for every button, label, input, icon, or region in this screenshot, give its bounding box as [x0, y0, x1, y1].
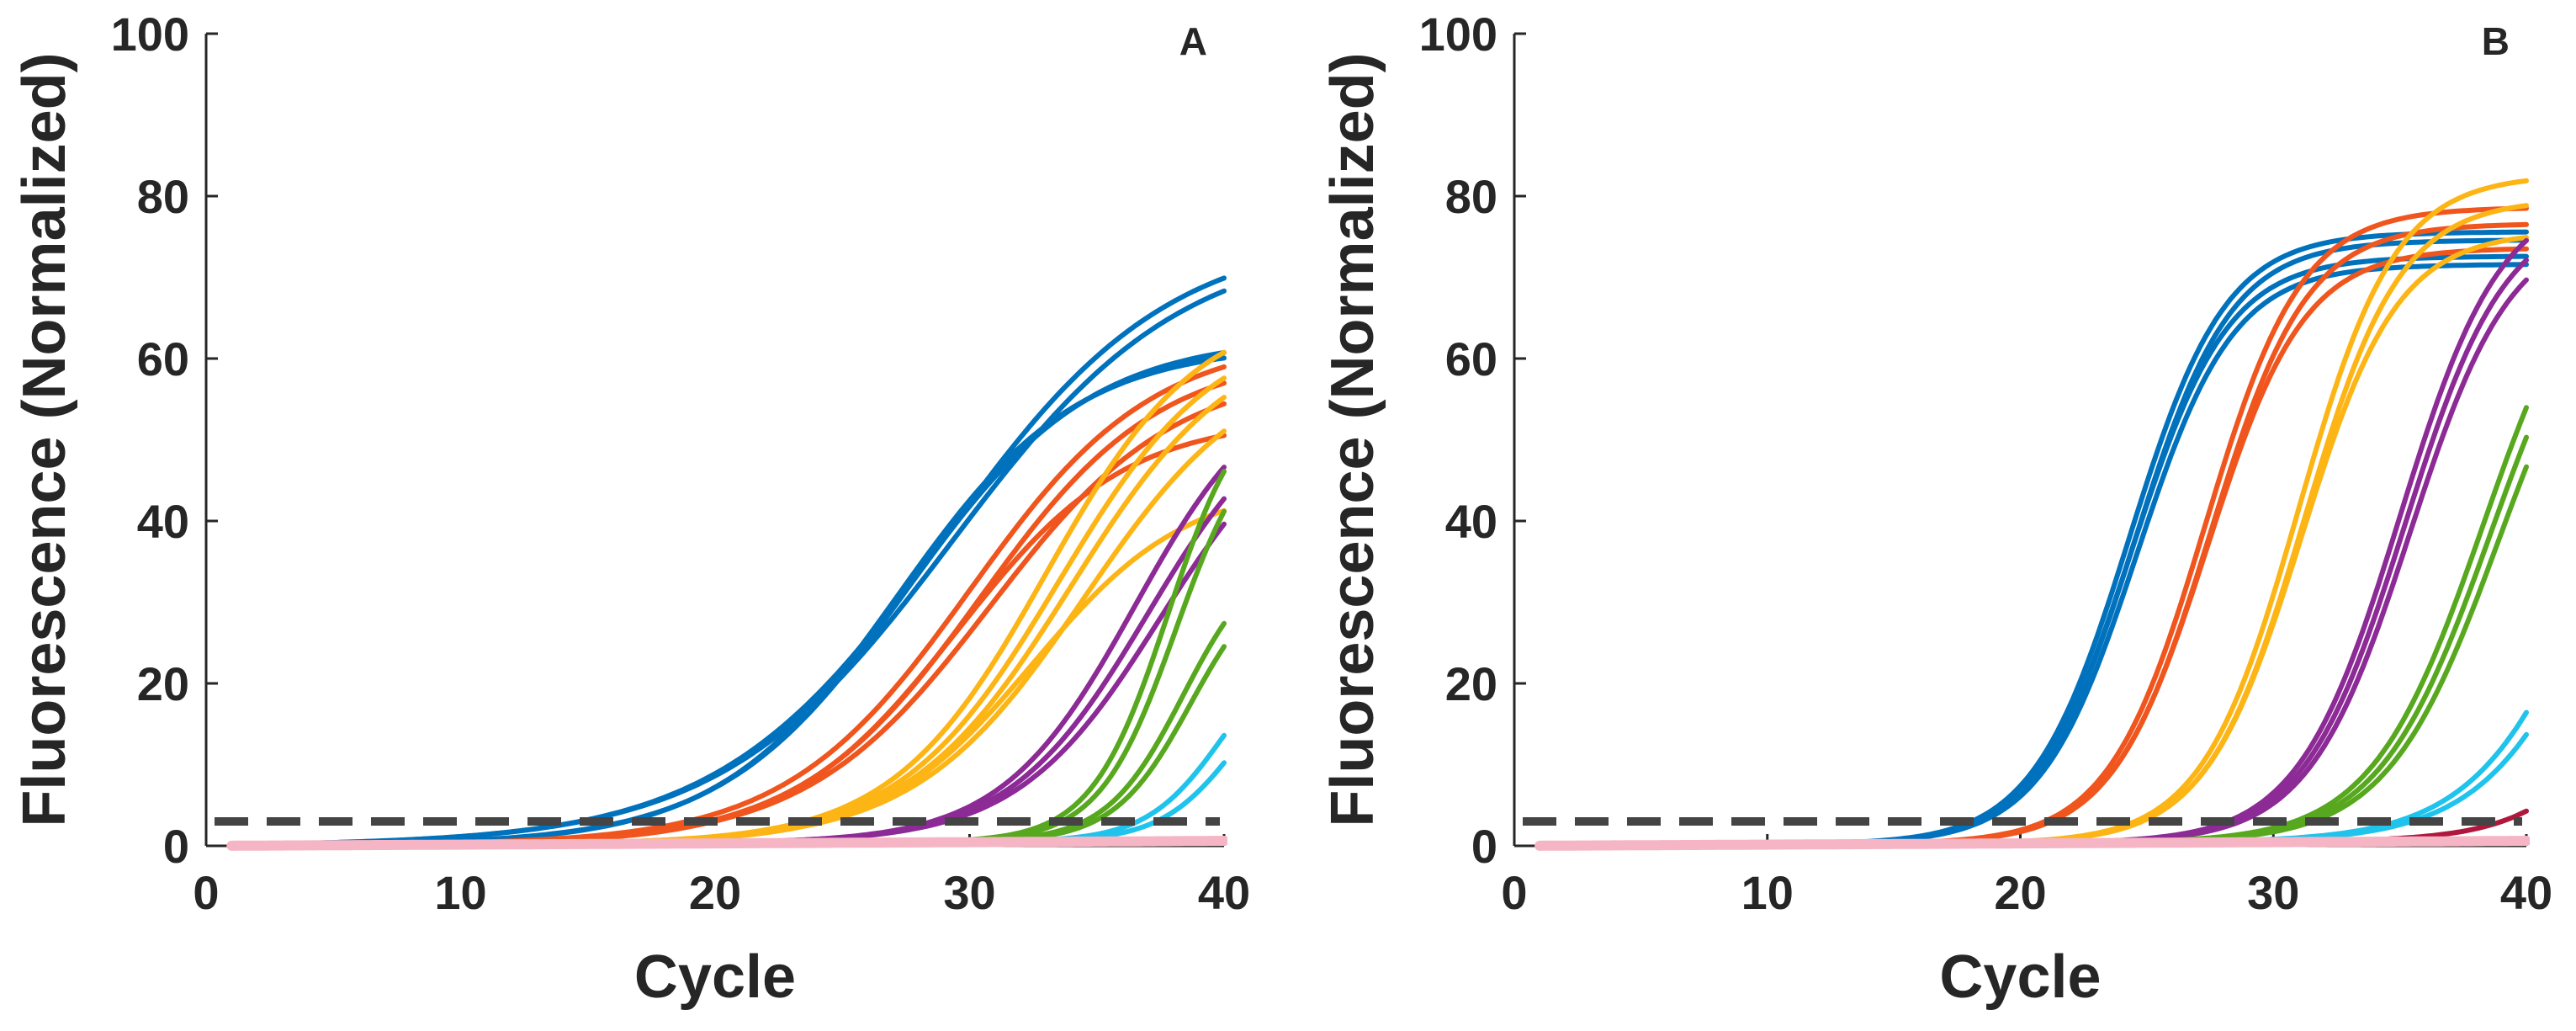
- series-line-yellow-2: [1537, 203, 2529, 848]
- panel-label: A: [1179, 19, 1207, 63]
- series-line-yellow-5: [229, 508, 1227, 848]
- series-line-blue-1: [229, 275, 1227, 848]
- series-line-pink-1: [1534, 836, 2530, 851]
- series-line-orange-1: [1537, 205, 2529, 848]
- x-axis-title: Cycle: [634, 943, 796, 1011]
- y-tick-label: 80: [137, 170, 189, 223]
- x-tick-label: 10: [1741, 866, 1794, 919]
- y-tick-label: 100: [111, 8, 189, 61]
- y-axis-title: Fluorescence (Normalized): [11, 52, 78, 826]
- series-line-yellow-1: [1537, 178, 2529, 848]
- x-tick-label: 40: [2500, 866, 2552, 919]
- series-line-orange-1: [229, 364, 1227, 848]
- series-group: [226, 275, 1227, 851]
- x-tick-label: 0: [1501, 866, 1527, 919]
- y-tick-label: 40: [137, 495, 189, 548]
- x-tick-label: 10: [434, 866, 486, 919]
- series-line-orange-4: [229, 433, 1227, 848]
- series-group: [1534, 178, 2530, 851]
- x-tick-label: 0: [193, 866, 219, 919]
- y-tick-label: 20: [1445, 657, 1497, 710]
- x-tick-label: 20: [689, 866, 741, 919]
- series-line-yellow-4: [229, 428, 1227, 848]
- y-tick-label: 40: [1445, 495, 1497, 548]
- y-tick-label: 100: [1419, 8, 1497, 61]
- x-tick-label: 20: [1994, 866, 2046, 919]
- y-tick-label: 60: [1445, 332, 1497, 385]
- series-line-purple-3: [229, 521, 1227, 848]
- x-axis-title: Cycle: [1939, 943, 2101, 1011]
- series-line-blue-4: [229, 355, 1227, 848]
- y-tick-label: 60: [137, 332, 189, 385]
- y-tick-label: 80: [1445, 170, 1497, 223]
- panel-label: B: [2482, 19, 2510, 63]
- series-line-green-3: [1537, 464, 2529, 848]
- panel-b: 0 20 40 60 80 100 0 10 20 30 40 Cycle Fluorescence (…: [1319, 8, 2552, 1011]
- series-line-pink-1: [226, 836, 1227, 851]
- panel-a: 0 20 40 60 80 100 0 10 20 30 40 Cycle Fluorescence (…: [11, 8, 1250, 1011]
- x-tick-label: 40: [1198, 866, 1250, 919]
- series-line-green-2: [229, 508, 1227, 848]
- y-tick-label: 0: [163, 820, 189, 873]
- y-tick-label: 0: [1471, 820, 1497, 873]
- y-axis-title: Fluorescence (Normalized): [1319, 52, 1386, 826]
- x-tick-label: 30: [943, 866, 995, 919]
- x-tick-label: 30: [2247, 866, 2299, 919]
- y-tick-label: 20: [137, 657, 189, 710]
- series-line-blue-1: [1537, 229, 2529, 848]
